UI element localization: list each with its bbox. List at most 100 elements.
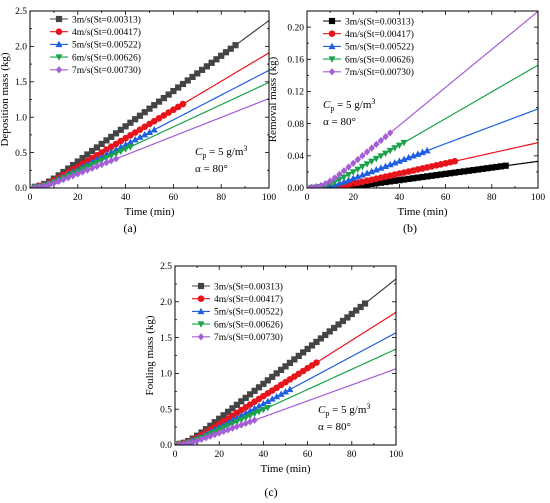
- data-point: [93, 162, 101, 171]
- data-point: [103, 146, 110, 153]
- data-point: [117, 137, 125, 145]
- data-point: [141, 123, 149, 131]
- data-point: [216, 415, 223, 422]
- cp-subscript: p: [325, 409, 329, 418]
- data-point: [260, 380, 267, 387]
- data-point: [488, 164, 495, 171]
- legend-entry-4: 6m/s(St=0.00626): [192, 319, 283, 330]
- data-point: [74, 170, 81, 178]
- data-point: [273, 392, 281, 400]
- data-point: [377, 164, 385, 171]
- data-point: [259, 399, 267, 407]
- data-point: [295, 352, 302, 360]
- data-point: [331, 324, 338, 332]
- data-point: [409, 152, 417, 159]
- data-point: [331, 174, 338, 182]
- x-axis-label: Time (min): [397, 206, 447, 218]
- x-tick-label: 40: [259, 450, 269, 460]
- legend-entry-3: 5m/s(St=0.00522): [192, 307, 283, 318]
- data-point: [198, 435, 205, 443]
- data-point: [238, 398, 245, 405]
- legend-entry-1: 3m/s(St=0.00313): [50, 14, 141, 25]
- data-point: [345, 176, 353, 183]
- chart-panel-2: 0 20 40 60 80 100 0.00 0.04 0.08 0.12 0.16 0.20 Time…: [267, 10, 545, 235]
- data-point: [382, 150, 390, 157]
- data-point: [255, 408, 263, 416]
- data-point: [361, 300, 369, 307]
- data-point: [484, 165, 491, 172]
- data-point: [344, 314, 351, 321]
- data-point: [340, 167, 348, 175]
- y-tick-label: 0.5: [15, 149, 27, 159]
- data-point: [232, 42, 239, 49]
- panel-label: (c): [264, 485, 277, 499]
- data-point: [335, 321, 342, 328]
- data-point: [112, 140, 120, 148]
- chart-panel-3: 0 20 40 60 80 100 0.0 0.5 1.0 1.5 2.0 2.5 Time (min)…: [144, 262, 403, 499]
- legend-entry-2: 4m/s(St=0.00417): [50, 27, 141, 38]
- data-point: [372, 166, 380, 173]
- data-point: [339, 317, 347, 325]
- data-point: [122, 140, 130, 148]
- legend-label: 7m/s(St=0.00730): [345, 67, 414, 78]
- y-tick-label: 0.00: [287, 184, 304, 194]
- data-point: [277, 390, 285, 397]
- data-point: [179, 80, 187, 88]
- legend-entry-5: 7m/s(St=0.00730): [50, 65, 141, 76]
- cp-symbol: C: [195, 146, 203, 158]
- data-point: [428, 172, 435, 179]
- legend-label: 4m/s(St=0.00417): [214, 294, 283, 305]
- legend-entry-4: 6m/s(St=0.00626): [50, 52, 141, 63]
- data-point: [117, 143, 125, 150]
- data-point: [423, 146, 431, 154]
- data-point: [184, 77, 191, 84]
- data-point: [313, 338, 320, 346]
- legend-label: 5m/s(St=0.00522): [345, 42, 414, 53]
- data-point: [322, 179, 329, 188]
- data-point: [233, 401, 240, 408]
- data-point: [50, 179, 57, 187]
- y-tick-label: 0.0: [15, 184, 27, 194]
- cp-superscript: 3: [371, 97, 375, 106]
- data-point: [132, 116, 139, 123]
- legend-entry-3: 5m/s(St=0.00522): [50, 40, 141, 51]
- data-point: [98, 140, 105, 148]
- data-point: [345, 163, 352, 171]
- data-point: [358, 163, 366, 171]
- data-point: [189, 73, 196, 81]
- legend-label: 5m/s(St=0.00522): [214, 307, 283, 318]
- data-point: [493, 163, 500, 171]
- x-tick-label: 80: [487, 193, 497, 203]
- data-point: [357, 303, 364, 311]
- series-5: [175, 368, 396, 445]
- data-point: [442, 170, 449, 177]
- x-tick-label: 60: [169, 193, 179, 203]
- x-tick-label: 60: [441, 193, 451, 203]
- legend: 3m/s(St=0.00313) 4m/s(St=0.00417) 5m/s(St=…: [50, 14, 141, 76]
- data-point: [363, 169, 371, 176]
- legend-marker: [55, 40, 63, 48]
- data-point: [155, 114, 163, 122]
- data-point: [122, 123, 129, 130]
- data-point: [377, 179, 385, 186]
- data-point: [460, 168, 468, 175]
- data-point: [242, 415, 250, 422]
- axes-frame: [174, 265, 397, 446]
- data-point: [405, 175, 412, 183]
- data-point: [354, 155, 361, 164]
- data-point: [405, 153, 413, 161]
- data-point: [108, 133, 115, 140]
- cp-value: = 5 g/m: [334, 99, 372, 111]
- data-point: [313, 359, 320, 366]
- data-point: [65, 165, 72, 172]
- data-point: [242, 394, 249, 401]
- data-point: [198, 66, 206, 73]
- data-point: [479, 165, 486, 172]
- legend-entry-1: 3m/s(St=0.00313): [323, 16, 414, 27]
- data-point: [150, 126, 158, 133]
- data-point: [246, 413, 254, 420]
- y-tick-label: 1.5: [15, 78, 27, 88]
- data-point: [340, 178, 348, 185]
- data-point: [89, 147, 96, 155]
